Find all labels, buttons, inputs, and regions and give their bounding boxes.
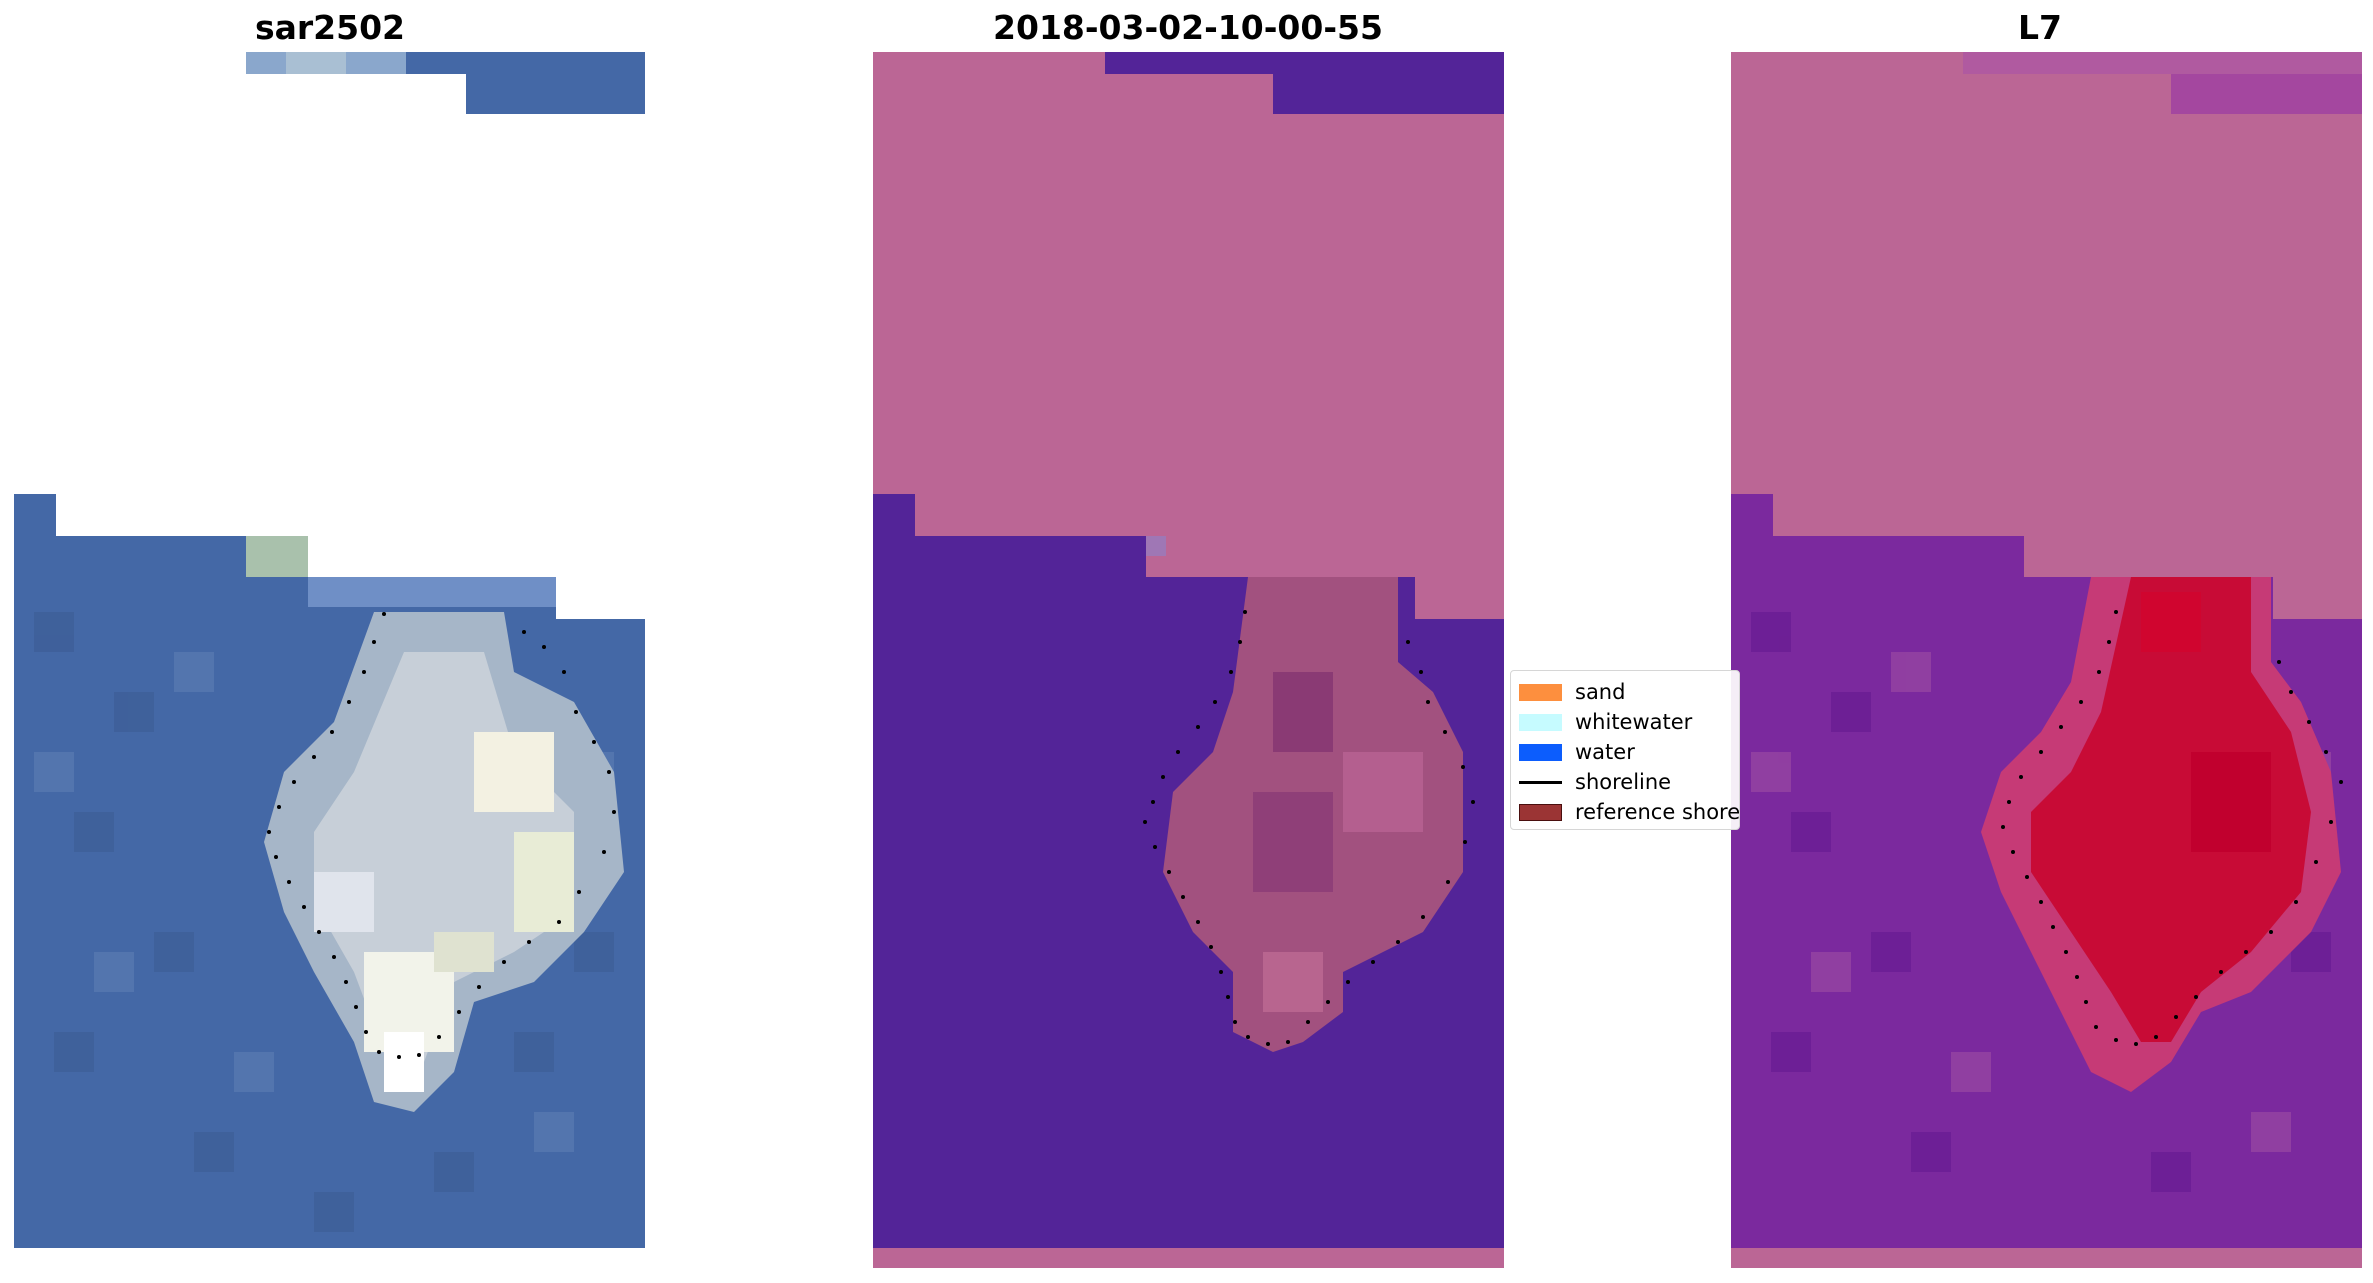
reference-shoreline-swatch	[1519, 803, 1562, 821]
legend: sand whitewater water shoreline referenc…	[1510, 670, 1740, 830]
legend-item-reference-shoreline: reference shoreline	[1519, 797, 1740, 827]
shoreline-line-swatch	[1519, 780, 1562, 784]
panel-title-index: L7	[2018, 8, 2062, 47]
legend-item-shoreline: shoreline	[1519, 767, 1671, 797]
legend-label: water	[1575, 740, 1635, 764]
legend-label: whitewater	[1575, 710, 1693, 734]
water-swatch	[1519, 743, 1562, 761]
whitewater-swatch	[1519, 713, 1562, 731]
legend-item-water: water	[1519, 737, 1635, 767]
panel-title-classification: 2018-03-02-10-00-55	[993, 8, 1383, 47]
index-panel	[1731, 52, 2362, 1268]
panel-title-rgb: sar2502	[254, 8, 406, 47]
legend-label: reference shoreline	[1575, 800, 1740, 824]
shoreline-dots	[267, 612, 616, 1059]
legend-item-sand: sand	[1519, 677, 1625, 707]
rgb-image-panel	[14, 52, 645, 1248]
legend-item-whitewater: whitewater	[1519, 707, 1692, 737]
sand-swatch	[1519, 683, 1562, 701]
legend-label: shoreline	[1575, 770, 1672, 794]
classification-panel	[873, 52, 1504, 1268]
legend-label: sand	[1575, 680, 1626, 704]
